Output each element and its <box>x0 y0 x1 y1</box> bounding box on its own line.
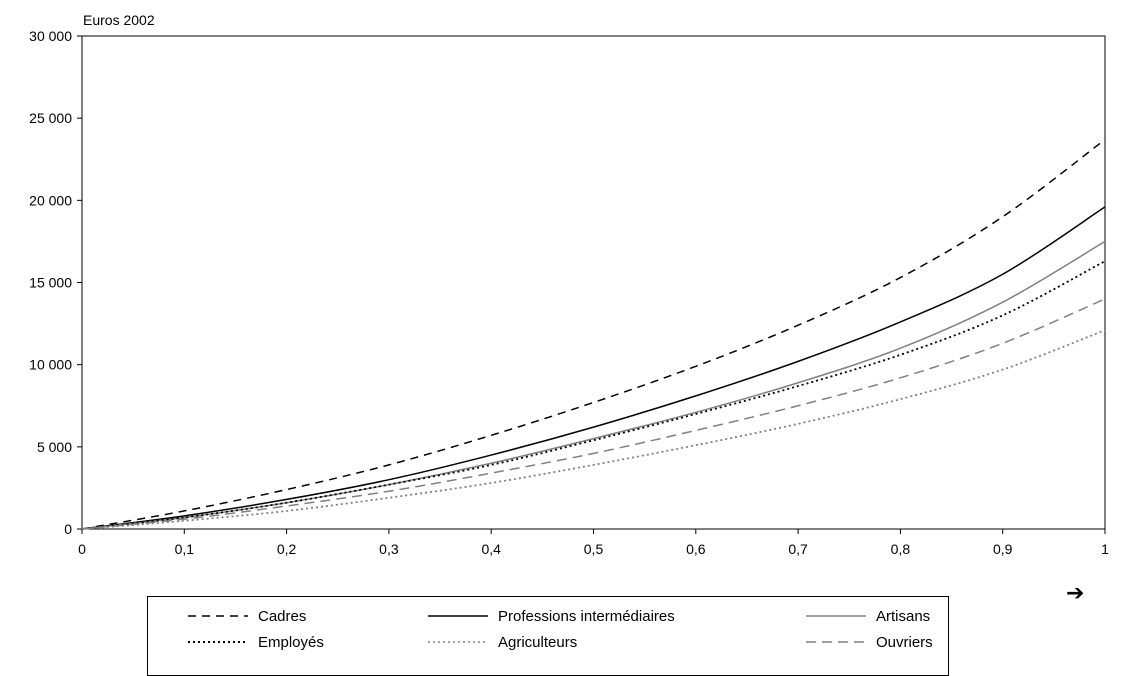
y-tick-label: 5 000 <box>37 439 72 455</box>
y-tick-label: 0 <box>64 521 72 537</box>
legend-swatch <box>188 641 248 643</box>
x-tick-label: 0,7 <box>788 541 808 557</box>
legend-swatch <box>806 641 866 643</box>
legend-swatch <box>806 615 866 617</box>
series-line-0 <box>81 138 1106 530</box>
series-line-4 <box>81 329 1106 530</box>
series-line-1 <box>81 206 1106 530</box>
x-tick-label: 0,3 <box>379 541 399 557</box>
legend-item-agriculteurs: Agriculteurs <box>428 631 577 653</box>
legend-item-employes: Employés <box>188 631 324 653</box>
legend-item-ouvriers: Ouvriers <box>806 631 933 653</box>
x-tick-label: 0,9 <box>993 541 1013 557</box>
x-tick-label: 0 <box>78 541 86 557</box>
y-tick-label: 15 000 <box>29 275 72 291</box>
x-tick-label: 1 <box>1101 541 1109 557</box>
y-tick-label: 25 000 <box>29 110 72 126</box>
legend-swatch <box>428 615 488 617</box>
line-chart: Euros 2002 0 5 000 10 000 15 000 20 000 25 00… <box>29 12 1109 557</box>
y-tick-label: 10 000 <box>29 357 72 373</box>
x-tick-label: 0,6 <box>686 541 706 557</box>
y-tick-label: 20 000 <box>29 192 72 208</box>
legend-item-cadres: Cadres <box>188 605 306 627</box>
x-ticks: 0 0,1 0,2 0,3 0,4 0,5 0,6 0,7 0,8 0,9 1 <box>78 529 1109 557</box>
x-tick-label: 0,5 <box>584 541 604 557</box>
plot-area <box>81 35 1106 530</box>
x-tick-label: 0,1 <box>175 541 195 557</box>
legend-label: Artisans <box>876 607 931 625</box>
x-tick-label: 0,4 <box>481 541 501 557</box>
legend-item-professions-intermediaires: Professions intermédiaires <box>428 605 675 627</box>
x-tick-label: 0,8 <box>891 541 911 557</box>
y-tick-label: 30 000 <box>29 28 72 44</box>
arrow-right-icon: ➔ <box>1066 580 1085 605</box>
legend-label: Professions intermédiaires <box>498 607 675 625</box>
y-ticks: 0 5 000 10 000 15 000 20 000 25 000 30 000 <box>29 28 82 537</box>
series-lines <box>81 138 1106 530</box>
legend-label: Cadres <box>258 607 307 625</box>
series-line-2 <box>81 240 1106 530</box>
legend-label: Employés <box>258 633 324 651</box>
series-line-5 <box>81 298 1106 530</box>
series-line-3 <box>81 260 1106 530</box>
legend-item-artisans: Artisans <box>806 605 930 627</box>
y-axis-label: Euros 2002 <box>83 12 155 28</box>
legend-label: Ouvriers <box>876 633 933 651</box>
legend-swatch <box>188 615 248 617</box>
legend-swatch <box>428 641 488 643</box>
legend-label: Agriculteurs <box>498 633 578 651</box>
x-tick-label: 0,2 <box>277 541 297 557</box>
legend: Cadres Professions intermédiaires Artisa… <box>147 596 949 676</box>
